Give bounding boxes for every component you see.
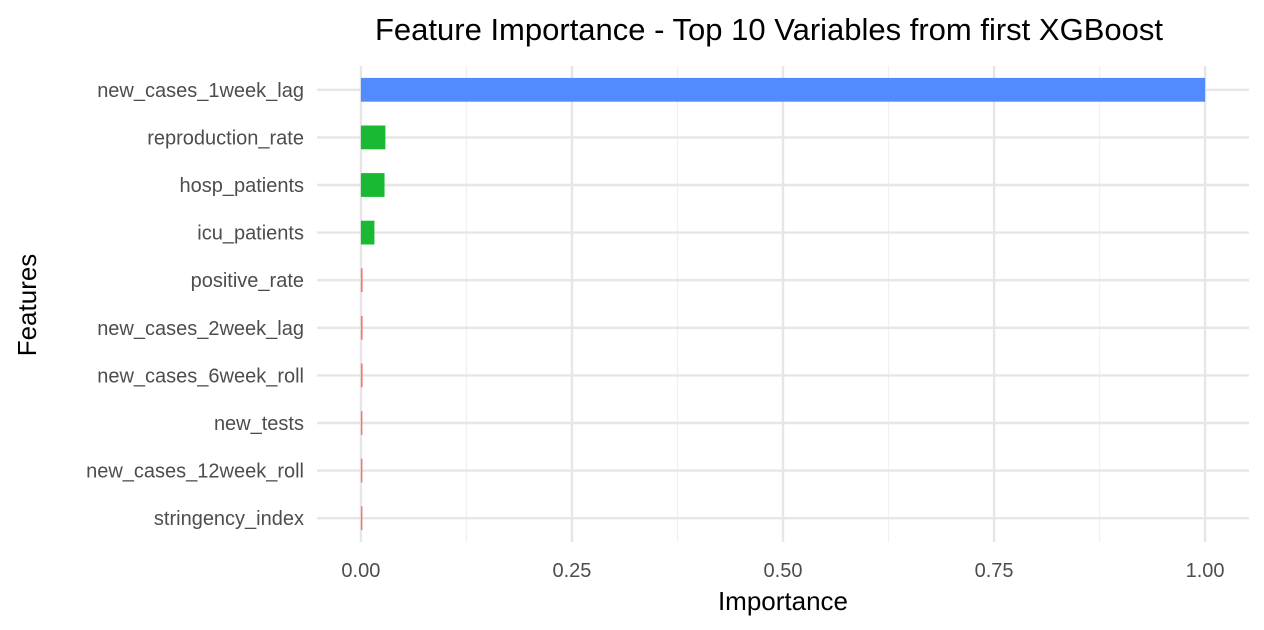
bar-stringency-index (360, 506, 363, 531)
x-axis-title: Importance (718, 586, 848, 616)
y-tick-label: new_tests (214, 413, 304, 435)
bar-reproduction-rate (360, 125, 386, 150)
bar-new-cases-6week-roll (360, 363, 363, 388)
x-tick-label: 0.00 (341, 560, 380, 582)
y-tick-label: positive_rate (191, 270, 304, 292)
bar-icu-patients (360, 220, 375, 245)
bar-hosp-patients (360, 173, 385, 197)
y-axis-title: Features (12, 254, 42, 357)
label-layer: new_cases_1week_lag reproduction_ratehosp… (86, 80, 1224, 582)
bar-positive-rate (360, 268, 363, 293)
bar-new-cases-1week-lag (360, 77, 1206, 102)
y-tick-label: new_cases_12week_roll (86, 461, 304, 483)
y-tick-label: hosp_patients (179, 175, 304, 197)
bar-new-cases-2week-lag (360, 315, 363, 340)
y-tick-label: stringency_index (154, 508, 304, 530)
bar-new-tests (360, 411, 363, 435)
y-tick-label: new_cases_6week_roll (97, 365, 304, 387)
y-tick-label: icu_patients (197, 223, 304, 245)
x-tick-label: 0.25 (552, 560, 591, 582)
x-tick-label: 0.50 (764, 560, 803, 582)
y-tick-label: new_cases_2week_lag (97, 318, 304, 340)
bar-layer (360, 77, 1206, 531)
x-tick-label: 1.00 (1186, 560, 1225, 582)
y-tick-label: new_cases_1week_lag (97, 80, 304, 102)
x-tick-label: 0.75 (975, 560, 1014, 582)
y-tick-label: reproduction_rate (147, 127, 304, 149)
chart-title: Feature Importance - Top 10 Variables fr… (375, 12, 1163, 47)
grid-layer (317, 66, 1249, 542)
bar-new-cases-12week-roll (360, 458, 363, 483)
